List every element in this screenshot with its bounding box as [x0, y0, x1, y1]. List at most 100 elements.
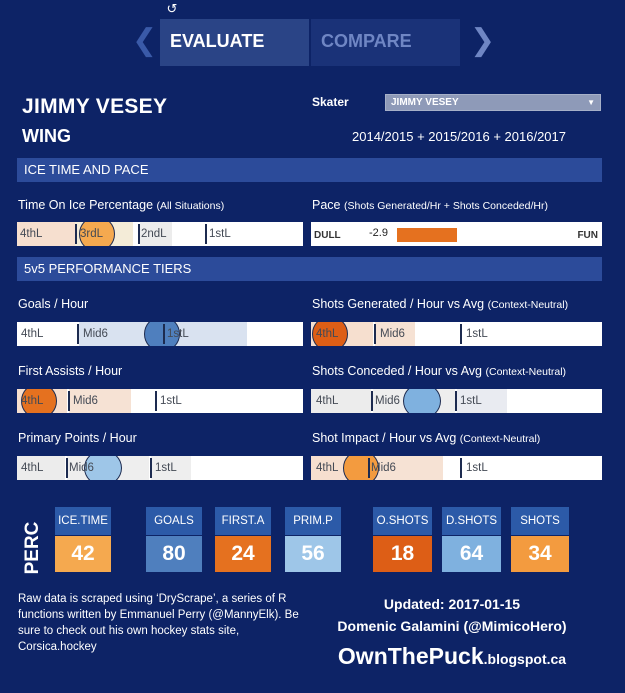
- perc-header-first-assists: FIRST.A: [215, 507, 271, 535]
- pace-fill: [397, 228, 457, 242]
- pace-fun-label: FUN: [577, 230, 598, 241]
- reset-icon[interactable]: ↺: [166, 1, 178, 16]
- tier-label: Mid6: [69, 462, 94, 474]
- shots-generated-title: Shots Generated / Hour vs Avg (Context-N…: [312, 297, 569, 311]
- pace-bar: DULL -2.9 FUN: [311, 222, 602, 246]
- tier-label: 1stL: [466, 462, 488, 474]
- tier-label: Mid6: [380, 328, 405, 340]
- tier-label: 1stL: [460, 395, 482, 407]
- perc-header-goals: GOALS: [146, 507, 202, 535]
- tier-divider: [138, 224, 140, 244]
- tier-divider: [66, 458, 68, 478]
- section-ice-time: ICE TIME AND PACE: [17, 158, 602, 182]
- perc-header-primary-points: PRIM.P: [285, 507, 341, 535]
- tier-label: 1stL: [466, 328, 488, 340]
- tier-label: 4thL: [20, 228, 43, 240]
- perc-value-goals: 80: [146, 536, 202, 572]
- player-position: WING: [22, 126, 71, 146]
- player-marker: [403, 389, 441, 413]
- tier-segment: [311, 389, 371, 413]
- tier-label: 1stL: [167, 328, 189, 340]
- tier-segment: [17, 222, 75, 246]
- perc-value-primary-points: 56: [285, 536, 341, 572]
- skater-label: Skater: [312, 95, 349, 109]
- tier-segment: [375, 322, 415, 346]
- player-marker: [21, 389, 57, 413]
- tier-segment: [17, 456, 65, 480]
- tab-evaluate[interactable]: EVALUATE: [160, 19, 309, 66]
- first-assists-tier-bar: 4thL Mid6 1stL: [17, 389, 303, 413]
- shots-generated-tier-bar: 4thL Mid6 1stL: [311, 322, 602, 346]
- tier-divider: [155, 391, 157, 411]
- skater-select-value: JIMMY VESEY: [391, 97, 459, 108]
- tab-compare[interactable]: COMPARE: [311, 19, 460, 66]
- tier-label: Mid6: [73, 395, 98, 407]
- tier-divider: [368, 458, 370, 478]
- pace-dull-label: DULL: [314, 230, 341, 241]
- prev-arrow-icon[interactable]: ❮: [132, 23, 158, 58]
- perc-header-offensive-shots: O.SHOTS: [373, 507, 432, 535]
- skater-select[interactable]: JIMMY VESEY ▼: [385, 94, 601, 111]
- tier-label: 4thL: [21, 328, 44, 340]
- tier-label: 1stL: [155, 462, 177, 474]
- tier-divider: [460, 324, 462, 344]
- brand-name: OwnThePuck: [337, 643, 484, 669]
- tier-label: 2ndL: [141, 228, 167, 240]
- player-name: JIMMY VESEY: [22, 95, 168, 118]
- perc-value-first-assists: 24: [215, 536, 271, 572]
- shot-impact-title: Shot Impact / Hour vs Avg (Context-Neutr…: [312, 431, 541, 445]
- tier-segment: [69, 389, 131, 413]
- tier-label: 4thL: [21, 395, 44, 407]
- goals-tier-bar: 4thL Mid6 1stL: [17, 322, 303, 346]
- tier-segment: [140, 222, 172, 246]
- tier-label: Mid6: [83, 328, 108, 340]
- updated-date: Updated: 2017-01-15: [383, 596, 521, 612]
- tier-divider: [455, 391, 457, 411]
- tier-divider: [77, 324, 79, 344]
- tier-divider: [163, 324, 165, 344]
- tier-label: 4thL: [21, 462, 44, 474]
- player-marker: [84, 456, 122, 480]
- tier-segment: [368, 456, 443, 480]
- data-source-note: Raw data is scraped using ‘DryScrape’, a…: [18, 593, 299, 653]
- tier-segment: [17, 322, 77, 346]
- player-marker: [79, 222, 115, 246]
- toi-tier-bar: 4thL 3rdL 2ndL 1stL: [17, 222, 303, 246]
- tier-segment: [457, 389, 507, 413]
- tier-divider: [75, 224, 77, 244]
- perc-value-ice-time: 42: [55, 536, 111, 572]
- player-marker: [312, 322, 348, 346]
- primary-points-title: Primary Points / Hour: [18, 431, 137, 445]
- tier-label: 4thL: [316, 395, 339, 407]
- tier-label: 1stL: [160, 395, 182, 407]
- player-marker: [343, 456, 379, 480]
- brand-link[interactable]: OwnThePuck.blogspot.ca: [312, 643, 592, 670]
- toi-title: Time On Ice Percentage (All Situations): [18, 198, 225, 212]
- pace-title: Pace (Shots Generated/Hr + Shots Concede…: [312, 198, 548, 212]
- perc-header-defensive-shots: D.SHOTS: [442, 507, 501, 535]
- brand-domain: .blogspot.ca: [483, 651, 567, 667]
- seasons-label: 2014/2015 + 2015/2016 + 2016/2017: [352, 129, 566, 144]
- author-credit: Domenic Galamini (@MimicoHero): [337, 618, 567, 634]
- perc-value-shots: 34: [511, 536, 569, 572]
- tier-divider: [460, 458, 462, 478]
- perc-header-ice-time: ICE.TIME: [55, 507, 111, 535]
- pace-value: -2.9: [369, 227, 388, 239]
- player-marker: [144, 322, 180, 346]
- tier-divider: [205, 224, 207, 244]
- perc-value-defensive-shots: 64: [442, 536, 501, 572]
- tier-segment: [151, 456, 191, 480]
- next-arrow-icon[interactable]: ❯: [470, 23, 496, 58]
- section-performance: 5v5 PERFORMANCE TIERS: [17, 257, 602, 281]
- tier-label: Mid6: [371, 462, 396, 474]
- tier-divider: [68, 391, 70, 411]
- tier-label: 4thL: [316, 328, 339, 340]
- shot-impact-tier-bar: 4thL Mid6 1stL: [311, 456, 602, 480]
- primary-points-tier-bar: 4thL Mid6 1stL: [17, 456, 303, 480]
- perc-header-shots: SHOTS: [511, 507, 569, 535]
- tier-divider: [371, 391, 373, 411]
- shots-conceded-title: Shots Conceded / Hour vs Avg (Context-Ne…: [312, 364, 567, 378]
- tier-label: 4thL: [316, 462, 339, 474]
- tier-label: 3rdL: [80, 228, 104, 240]
- perc-label: PERC: [22, 521, 43, 575]
